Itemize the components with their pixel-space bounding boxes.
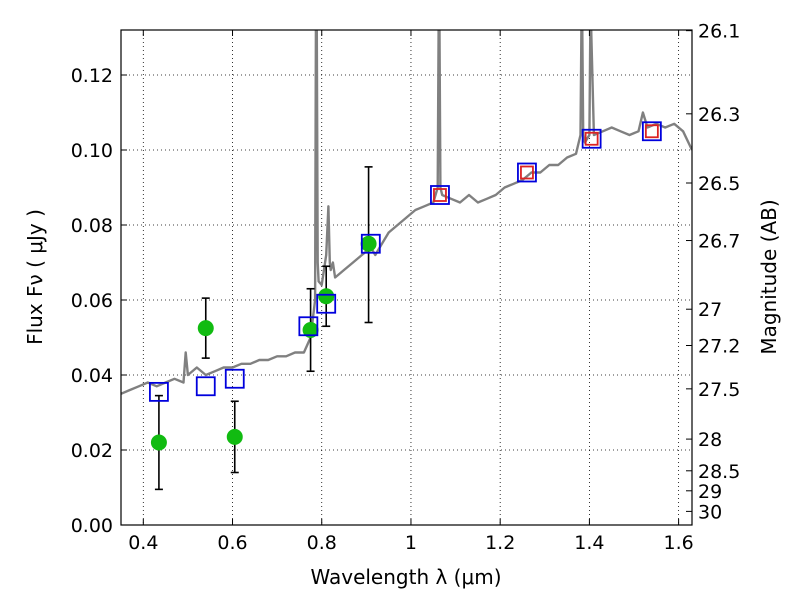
x-tick-label: 1 [405, 532, 417, 554]
model-square [520, 165, 534, 180]
y2-tick-label: 26.1 [698, 21, 740, 43]
observed-point [150, 434, 167, 451]
errorbar-layer [154, 166, 373, 491]
model-square [224, 368, 245, 389]
model-square [195, 376, 216, 397]
y2-tick-label: 26.5 [698, 173, 740, 195]
observed-point [197, 320, 214, 337]
model-squares-layer [149, 121, 662, 402]
tick-layer: 0.4 0.6 0.8 1 1.2 1.4 1.6 0.00 0.02 0.04 0.06 0.08 0… [71, 21, 741, 554]
y2-axis-title: Magnitude (AB) [757, 199, 781, 354]
y-tick-label: 0.12 [71, 65, 113, 87]
x-tick-label: 1.2 [485, 532, 515, 554]
model-square [433, 188, 447, 202]
y2-tick-label: 28.5 [698, 461, 740, 483]
model-square [517, 162, 537, 183]
x-tick-label: 0.6 [217, 532, 247, 554]
model-sed-layer [121, 30, 692, 395]
plot-frame [120, 29, 693, 526]
model-square [584, 131, 599, 146]
x-tick-label: 1.4 [574, 532, 604, 554]
y-tick-label: 0.08 [71, 215, 113, 237]
x-tick-label: 1.6 [664, 532, 694, 554]
y-tick-label: 0.00 [71, 515, 113, 537]
observed-point [226, 428, 243, 445]
model-square [581, 128, 602, 149]
observed-point [318, 288, 335, 305]
model-square [430, 185, 450, 205]
y-tick-label: 0.06 [71, 290, 113, 312]
observed-points-layer [150, 235, 377, 451]
y-tick-label: 0.02 [71, 440, 113, 462]
y2-tick-label: 27 [698, 299, 722, 321]
model-sed-line [121, 30, 692, 395]
x-tick-label: 0.8 [307, 532, 337, 554]
model-square [644, 124, 659, 139]
y-tick-label: 0.04 [71, 365, 113, 387]
y2-tick-label: 27.5 [698, 379, 740, 401]
model-square [298, 316, 319, 337]
model-square [149, 381, 169, 402]
y2-tick-label: 26.3 [698, 104, 740, 126]
x-tick-label: 0.4 [128, 532, 158, 554]
model-square [641, 121, 662, 142]
y2-tick-label: 26.7 [698, 231, 740, 253]
observed-point [360, 235, 377, 252]
model-square [316, 293, 337, 314]
y2-tick-label: 27.2 [698, 336, 740, 358]
y-axis-title: Flux Fν ( μJy ) [23, 209, 47, 345]
grid-layer [121, 30, 692, 526]
y-tick-label: 0.10 [71, 140, 113, 162]
y2-tick-label: 30 [698, 501, 722, 523]
x-axis-title: Wavelength λ (μm) [310, 565, 501, 589]
model-square [360, 233, 381, 254]
y2-tick-label: 29 [698, 481, 722, 503]
y2-tick-label: 28 [698, 429, 722, 451]
observed-point [302, 322, 319, 338]
